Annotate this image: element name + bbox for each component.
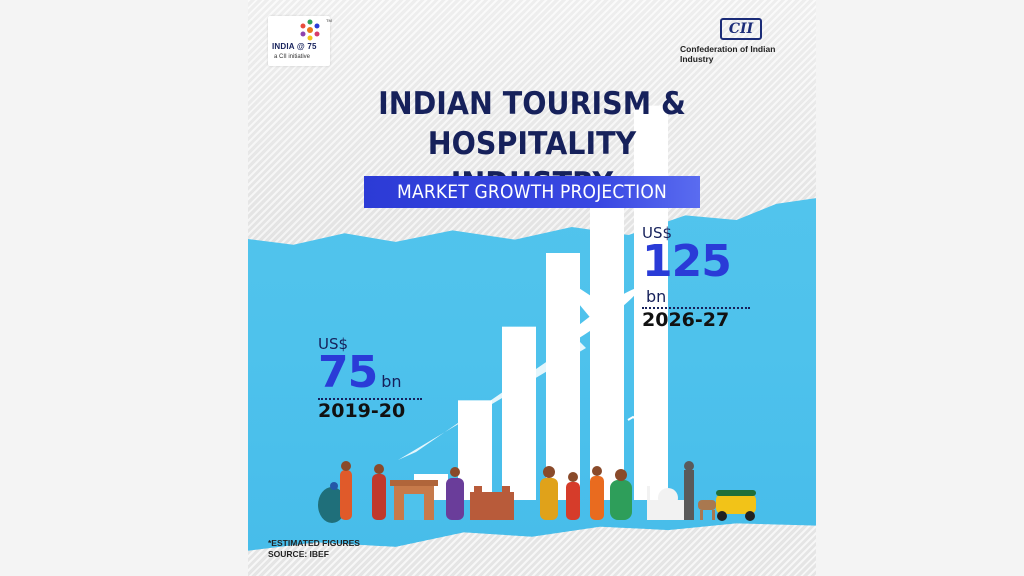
dancer-icon <box>610 469 632 520</box>
dotted-divider <box>318 398 422 400</box>
footnote: *ESTIMATED FIGURES SOURCE: IBEF <box>268 538 360 560</box>
burst-icon <box>300 19 320 41</box>
title-line-1: INDIAN TOURISM & <box>378 86 686 122</box>
footnote-estimate: *ESTIMATED FIGURES <box>268 538 360 548</box>
dancer-icon <box>446 467 464 520</box>
dotted-divider <box>642 307 750 309</box>
auto-rickshaw-icon <box>716 490 756 521</box>
growth-chart <box>318 105 756 523</box>
dancer-icon <box>590 466 604 520</box>
india-gate-icon <box>390 480 438 520</box>
dancer-icon <box>340 461 352 520</box>
logo-tagline: a CII initiative <box>274 54 311 60</box>
bar-3 <box>502 326 536 500</box>
org-name: Confederation of Indian Industry <box>680 44 776 64</box>
currency-label: US$ <box>642 224 673 242</box>
dancer-icon <box>540 466 558 520</box>
peacock-icon <box>318 482 346 523</box>
heritage-strip <box>318 461 756 523</box>
unit-label: bn <box>381 372 402 391</box>
callout-2019: US$ 75 bn 2019-20 <box>318 335 422 422</box>
paper-texture-top <box>248 0 816 250</box>
fort-icon <box>470 486 514 520</box>
camel-icon <box>698 500 716 520</box>
footnote-source: SOURCE: IBEF <box>268 549 329 559</box>
logo-title: INDIA @ 75 <box>272 42 317 51</box>
dancer-icon <box>372 464 386 520</box>
value-label: 125 <box>642 236 732 287</box>
statue-icon <box>684 461 694 520</box>
bird-icon <box>627 415 639 421</box>
infographic-poster: TM INDIA @ 75 a CII initiative CII Confe… <box>248 0 816 576</box>
value-label: 75 <box>318 347 378 398</box>
contrail <box>398 340 586 460</box>
callout-2026: US$ 125bn 2026-27 <box>642 224 750 331</box>
cii-logo: CII <box>720 18 762 40</box>
subtitle-text: MARKET GROWTH PROJECTION <box>397 181 667 203</box>
dancer-icon <box>566 472 580 520</box>
period-label: 2019-20 <box>318 400 406 422</box>
period-label: 2026-27 <box>642 309 730 331</box>
subtitle-banner <box>364 176 700 208</box>
airplane-icon <box>548 287 639 361</box>
logo-trademark: TM <box>326 18 332 23</box>
bar-4 <box>546 253 580 500</box>
currency-label: US$ <box>318 335 349 353</box>
bird-icon <box>647 394 661 401</box>
unit-label: bn <box>646 287 667 306</box>
india-at-75-logo: TM INDIA @ 75 a CII initiative <box>268 16 332 66</box>
bar-6 <box>634 105 668 501</box>
